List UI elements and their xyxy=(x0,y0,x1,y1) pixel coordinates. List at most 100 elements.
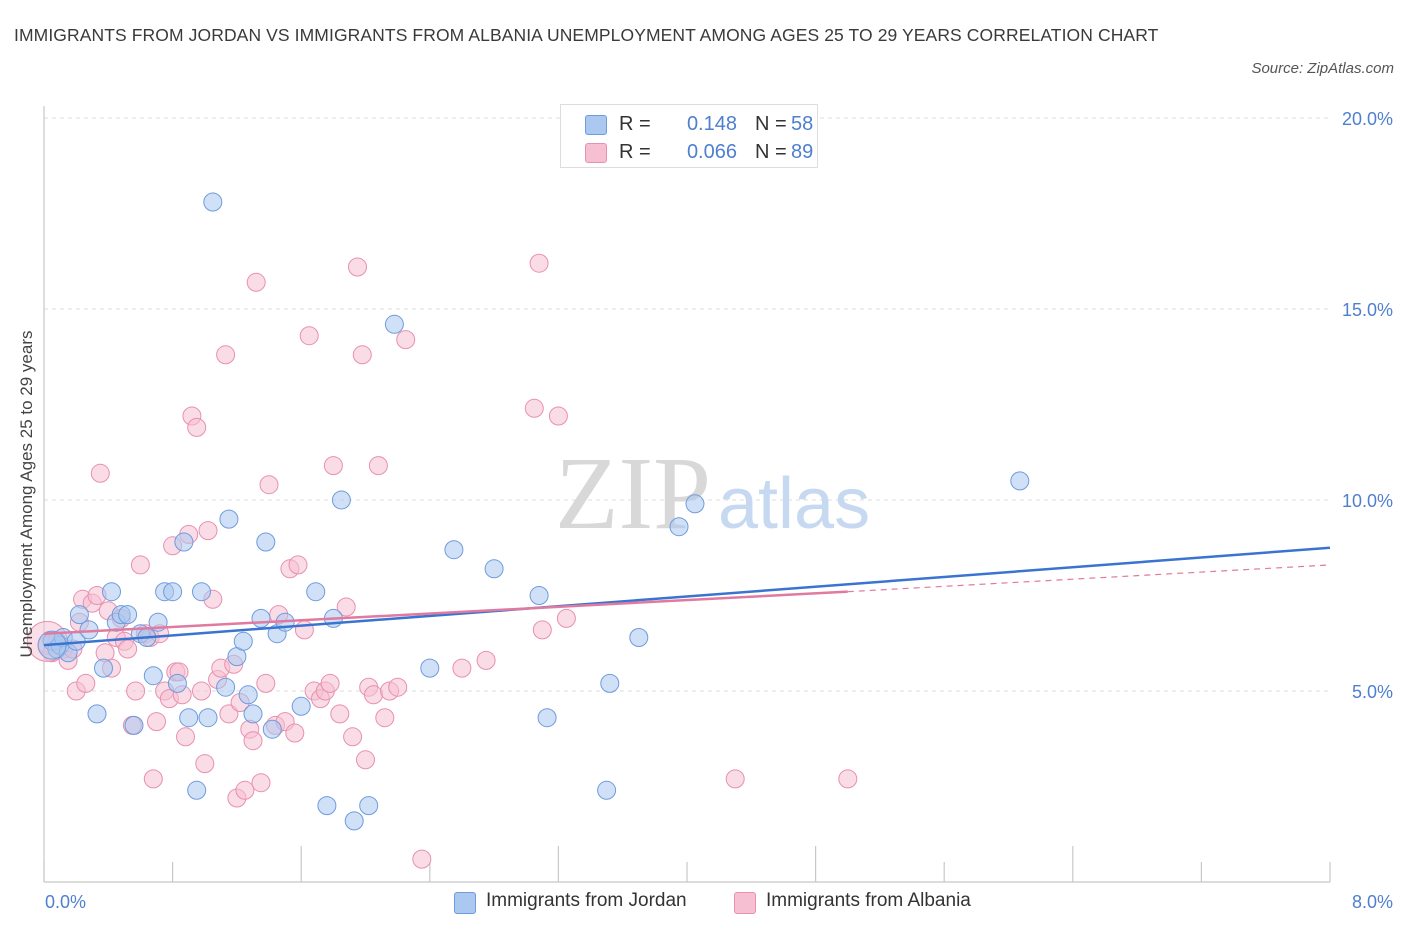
jordan-point xyxy=(251,608,271,628)
albania-point xyxy=(256,673,276,693)
albania-point xyxy=(375,708,395,728)
jordan-legend-label: Immigrants from Jordan xyxy=(486,890,687,911)
albania-point xyxy=(476,650,496,670)
albania-point xyxy=(388,677,408,697)
albania-point xyxy=(147,712,166,732)
albania-trend-extension xyxy=(847,564,1331,593)
albania-point xyxy=(294,620,314,640)
jordan-point xyxy=(219,509,239,529)
albania-point xyxy=(323,456,343,476)
albania-point xyxy=(126,681,146,701)
albania-point xyxy=(412,849,432,869)
albania-points xyxy=(26,253,858,869)
jordan-point xyxy=(87,704,107,724)
albania-point xyxy=(330,704,350,724)
jordan-point xyxy=(256,532,276,552)
x-tick-label: 8.0% xyxy=(1352,892,1393,912)
stats-legend: R = 0.148 N = 58 R = 0.066 N = 89 xyxy=(560,104,818,168)
albania-trend-line xyxy=(43,590,848,635)
albania-point xyxy=(243,731,263,751)
albania-point xyxy=(364,685,383,705)
y-axis-label: Unemployment Among Ages 25 to 29 years xyxy=(17,331,36,658)
n-label: N = xyxy=(755,141,787,163)
albania-point xyxy=(192,681,211,701)
jordan-point xyxy=(124,715,144,735)
jordan-point xyxy=(118,605,138,625)
albania-point xyxy=(532,620,552,640)
jordan-point xyxy=(243,704,263,724)
jordan-point xyxy=(629,628,649,647)
albania-legend-swatch xyxy=(734,892,756,914)
albania-point xyxy=(187,417,207,437)
albania-point xyxy=(452,658,472,678)
albania-point xyxy=(548,406,568,426)
jordan-legend-swatch xyxy=(454,892,476,914)
jordan-point xyxy=(163,582,183,602)
albania-point xyxy=(356,750,375,770)
albania-point xyxy=(251,773,271,793)
jordan-point xyxy=(69,605,89,625)
albania-point xyxy=(285,723,305,743)
jordan-point xyxy=(529,586,549,605)
jordan-point xyxy=(317,796,337,816)
y-tick-label: 20.0% xyxy=(1342,109,1393,129)
x-tick-label: 0.0% xyxy=(45,892,86,912)
jordan-n-value: 58 xyxy=(791,113,814,135)
jordan-point xyxy=(344,811,364,831)
y-tick-label: 5.0% xyxy=(1352,682,1393,702)
albania-point xyxy=(320,673,340,693)
albania-point xyxy=(529,253,549,273)
albania-point xyxy=(195,754,215,774)
albania-point xyxy=(259,475,279,495)
albania-r-value: 0.066 xyxy=(686,141,737,163)
jordan-point xyxy=(94,658,113,678)
watermark-zip: ZIP xyxy=(555,436,711,551)
axes xyxy=(43,106,1331,883)
albania-point xyxy=(336,597,356,617)
jordan-trend-line xyxy=(43,546,1331,647)
albania-point xyxy=(352,345,372,365)
r-label: R = xyxy=(619,141,651,163)
watermark: ZIP atlas xyxy=(555,436,870,551)
jordan-point xyxy=(685,494,705,514)
albania-point xyxy=(176,727,195,747)
jordan-point xyxy=(143,666,163,686)
albania-point xyxy=(219,704,239,724)
albania-point xyxy=(216,345,236,365)
jordan-swatch xyxy=(585,115,607,135)
jordan-point xyxy=(669,517,689,537)
jordan-point xyxy=(203,192,223,212)
albania-point xyxy=(348,257,367,277)
jordan-point xyxy=(597,780,617,800)
albania-point xyxy=(235,780,255,800)
jordan-point xyxy=(174,532,194,552)
albania-point xyxy=(90,463,110,483)
albania-point xyxy=(76,673,96,693)
jordan-point xyxy=(359,796,379,816)
jordan-point xyxy=(238,685,258,705)
jordan-point xyxy=(484,559,504,579)
jordan-point xyxy=(233,631,253,651)
jordan-point xyxy=(306,582,326,602)
jordan-point xyxy=(167,673,187,693)
jordan-point xyxy=(420,658,440,678)
jordan-point xyxy=(179,708,199,728)
watermark-atlas: atlas xyxy=(718,464,870,544)
albania-n-value: 89 xyxy=(791,141,814,163)
albania-point xyxy=(556,608,576,628)
jordan-point xyxy=(444,540,464,560)
jordan-point xyxy=(187,780,207,800)
albania-point xyxy=(725,769,745,789)
albania-point xyxy=(396,330,416,350)
source-label: Source: ZipAtlas.com xyxy=(1251,60,1394,77)
jordan-point xyxy=(262,719,282,739)
jordan-points xyxy=(37,192,1030,831)
x-tick-labels: 0.0% 8.0% xyxy=(45,892,1393,912)
jordan-point xyxy=(216,677,236,697)
jordan-point xyxy=(537,708,557,728)
jordan-point xyxy=(600,673,620,693)
n-label: N = xyxy=(755,113,787,135)
albania-point xyxy=(524,398,544,418)
albania-swatch xyxy=(585,143,607,163)
